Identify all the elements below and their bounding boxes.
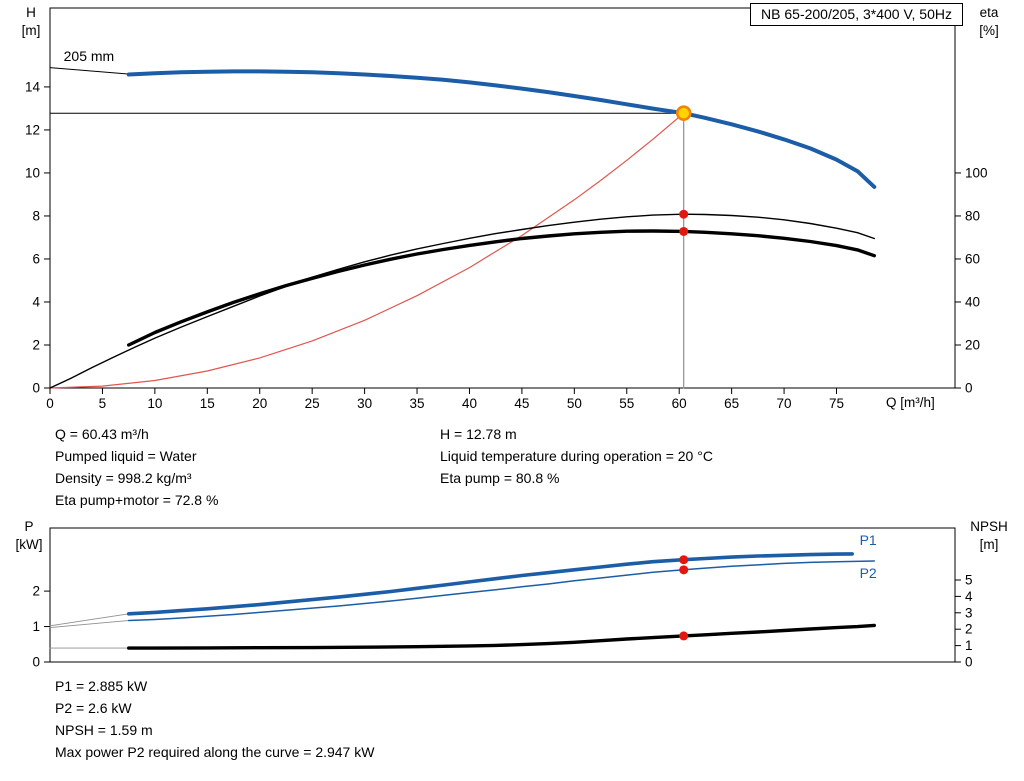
impeller-trim-label: 205 mm — [64, 48, 115, 64]
qh-chart-x-tick-label: 75 — [829, 396, 844, 411]
qh-chart-frame — [49, 7, 956, 389]
qh-chart-x-tick-label: 40 — [462, 396, 477, 411]
qh-chart-y2-tick-label: 40 — [965, 294, 980, 309]
power-npsh-chart-y-tick-label: 0 — [32, 655, 40, 670]
trim-leader-line — [49, 67, 130, 75]
qh-chart-y-tick-label: 14 — [25, 79, 41, 94]
qh-chart-y-tick-label: 2 — [32, 337, 40, 352]
curve-value-marker — [679, 209, 689, 219]
qh-chart-y2-tick-label: 60 — [965, 251, 980, 266]
info-line-q: Q = 60.43 m³/h — [55, 426, 149, 442]
qh-chart-x-tick-label: 30 — [357, 396, 372, 411]
qh-chart-x-tick-label: 5 — [99, 396, 107, 411]
p2-label: P2 — [860, 565, 877, 581]
info-line-eta-pump: Eta pump = 80.8 % — [440, 470, 560, 486]
power-npsh-chart-y2-tick-label: 0 — [965, 655, 973, 670]
axis-title-symbol: NPSH — [970, 519, 1008, 534]
results-block: P1 = 2.885 kW P2 = 2.6 kW NPSH = 1.59 m … — [55, 675, 374, 763]
axis-title-symbol: P — [24, 519, 34, 534]
result-line-p1: P1 = 2.885 kW — [55, 678, 148, 694]
p1-label: P1 — [860, 532, 877, 548]
duty-info-right-column: H = 12.78 m Liquid temperature during op… — [440, 423, 713, 489]
qh-chart-x-tick-label: 20 — [252, 396, 267, 411]
axis-title-unit: [m] — [21, 23, 41, 38]
p1-leader — [49, 613, 130, 627]
curve-value-marker — [679, 565, 689, 575]
qh-chart-y-tick-label: 6 — [32, 251, 40, 266]
qh-chart-x-tick-label: 45 — [514, 396, 529, 411]
info-line-liquid: Pumped liquid = Water — [55, 448, 197, 464]
axis-title-symbol: H — [26, 5, 36, 20]
qh-chart-y2-tick-label: 100 — [965, 165, 988, 180]
qh-chart-x-tick-label: 65 — [724, 396, 739, 411]
info-line-h: H = 12.78 m — [440, 426, 517, 442]
curve-value-marker — [679, 226, 689, 236]
qh-chart-x-tick-label: 35 — [410, 396, 425, 411]
qh-chart-y-tick-label: 0 — [32, 381, 40, 396]
curve-value-marker — [679, 555, 689, 565]
qh-chart-y-tick-label: 4 — [32, 294, 40, 309]
power-npsh-chart-y2-tick-label: 3 — [965, 605, 973, 620]
duty-info-left-column: Q = 60.43 m³/h Pumped liquid = Water Den… — [55, 423, 218, 511]
qh-chart-x-tick-label: 15 — [200, 396, 215, 411]
axis-title-symbol: eta — [979, 5, 999, 20]
qh-chart-x-tick-label: 70 — [777, 396, 792, 411]
power-npsh-chart-y-tick-label: 2 — [32, 584, 40, 599]
h-axis-title: H [m] — [10, 4, 52, 40]
p2-curve — [127, 560, 876, 622]
curve-value-marker — [679, 631, 689, 641]
p1-curve — [126, 552, 855, 616]
qh-chart-x-tick-label: 25 — [305, 396, 320, 411]
axis-title-unit: [%] — [979, 23, 999, 38]
axis-title-unit: [kW] — [15, 537, 43, 552]
qh-chart-x-tick-label: 60 — [672, 396, 687, 411]
power-npsh-chart-y2-tick-label: 4 — [965, 589, 973, 604]
power-npsh-chart-y2-tick-label: 2 — [965, 622, 973, 637]
info-line-density: Density = 998.2 kg/m³ — [55, 470, 192, 486]
qh-chart-x-tick-label: 0 — [46, 396, 54, 411]
power-npsh-chart-y-tick-label: 1 — [32, 619, 40, 634]
p2-leader — [49, 620, 130, 629]
eta-pump-motor-curve — [126, 229, 876, 347]
qh-chart-x-tick-label: 50 — [567, 396, 582, 411]
duty-parabola — [49, 112, 685, 389]
qh-chart-y2-tick-label: 20 — [965, 337, 980, 352]
npsh-curve — [126, 623, 876, 650]
q-axis-title: Q [m³/h] — [886, 395, 935, 410]
qh-chart-y2-tick-label: 80 — [965, 208, 980, 223]
info-line-temperature: Liquid temperature during operation = 20… — [440, 448, 713, 464]
power-npsh-chart-frame — [49, 527, 956, 663]
result-line-p2: P2 = 2.6 kW — [55, 700, 132, 716]
pump-curve-205mm — [126, 69, 877, 189]
p-axis-title: P [kW] — [6, 518, 52, 554]
duty-point-marker[interactable] — [675, 105, 692, 121]
info-line-eta-pump-motor: Eta pump+motor = 72.8 % — [55, 492, 219, 508]
result-line-npsh: NPSH = 1.59 m — [55, 722, 153, 738]
qh-chart-y2-tick-label: 0 — [965, 381, 973, 396]
power-npsh-chart-y2-tick-label: 1 — [965, 638, 973, 653]
npsh-axis-title: NPSH [m] — [960, 518, 1018, 554]
qh-chart-y-tick-label: 12 — [25, 122, 40, 137]
result-line-max-power: Max power P2 required along the curve = … — [55, 744, 375, 760]
pump-model-box: NB 65-200/205, 3*400 V, 50Hz — [750, 3, 963, 26]
eta-axis-title: eta [%] — [966, 4, 1012, 40]
qh-chart-x-tick-label: 55 — [619, 396, 634, 411]
qh-chart-y-tick-label: 8 — [32, 208, 40, 223]
axis-title-unit: [m] — [979, 537, 999, 552]
eta-pump-curve — [49, 213, 875, 389]
power-npsh-chart-y2-tick-label: 5 — [965, 572, 973, 587]
qh-chart-x-tick-label: 10 — [147, 396, 162, 411]
qh-chart-y-tick-label: 10 — [25, 165, 40, 180]
